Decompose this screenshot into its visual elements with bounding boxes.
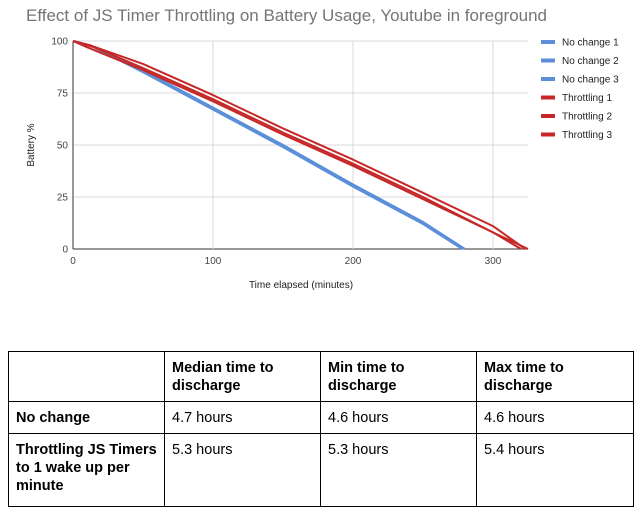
table-cell: 4.6 hours (320, 401, 477, 434)
x-tick-label: 100 (205, 256, 222, 267)
legend-label: No change 1 (562, 38, 619, 49)
line-chart: 0 25 50 75 100 0 100 200 300 Time elapsed (minut… (26, 37, 619, 292)
row-label-no-change: No change (8, 401, 165, 434)
legend-label: Throttling 2 (562, 112, 612, 123)
series-line-5 (72, 40, 529, 250)
series-line-6 (72, 40, 526, 250)
table-cell: 4.7 hours (164, 401, 321, 434)
table-row: Throttling JS Timers to 1 wake up per mi… (8, 433, 634, 507)
row-label-throttling: Throttling JS Timers to 1 wake up per mi… (8, 433, 165, 507)
legend-label: Throttling 3 (562, 130, 612, 141)
series-layer (72, 40, 529, 250)
y-tick-label: 75 (57, 89, 69, 100)
table-cell: 5.4 hours (476, 433, 634, 507)
table-row: No change 4.7 hours 4.6 hours 4.6 hours (8, 401, 634, 434)
y-tick-label: 0 (62, 245, 68, 256)
table-cell: 5.3 hours (164, 433, 321, 507)
x-tick-label: 0 (70, 256, 76, 267)
summary-table: Median time to discharge Min time to dis… (8, 351, 634, 507)
header-cell-median: Median time to discharge (164, 351, 321, 402)
header-cell-empty (8, 351, 165, 402)
table-header-row: Median time to discharge Min time to dis… (8, 351, 634, 402)
legend-label: Throttling 1 (562, 93, 612, 104)
table-cell: 5.3 hours (320, 433, 477, 507)
y-tick-label: 100 (51, 37, 68, 48)
legend-label: No change 3 (562, 75, 619, 86)
y-axis-label: Battery % (26, 123, 37, 166)
x-tick-label: 300 (485, 256, 502, 267)
x-axis-label: Time elapsed (minutes) (249, 280, 353, 291)
tick-layer: 0 25 50 75 100 0 100 200 300 (51, 37, 501, 268)
y-tick-label: 50 (57, 141, 69, 152)
grid-layer (72, 40, 528, 250)
header-cell-max: Max time to discharge (476, 351, 634, 402)
legend: No change 1 No change 2 No change 3 Throttl… (541, 38, 619, 141)
y-tick-label: 25 (57, 193, 69, 204)
chart-title: Effect of JS Timer Throttling on Battery… (26, 6, 548, 25)
legend-label: No change 2 (562, 56, 619, 67)
header-cell-min: Min time to discharge (320, 351, 477, 402)
table-cell: 4.6 hours (476, 401, 634, 434)
x-tick-label: 200 (345, 256, 362, 267)
